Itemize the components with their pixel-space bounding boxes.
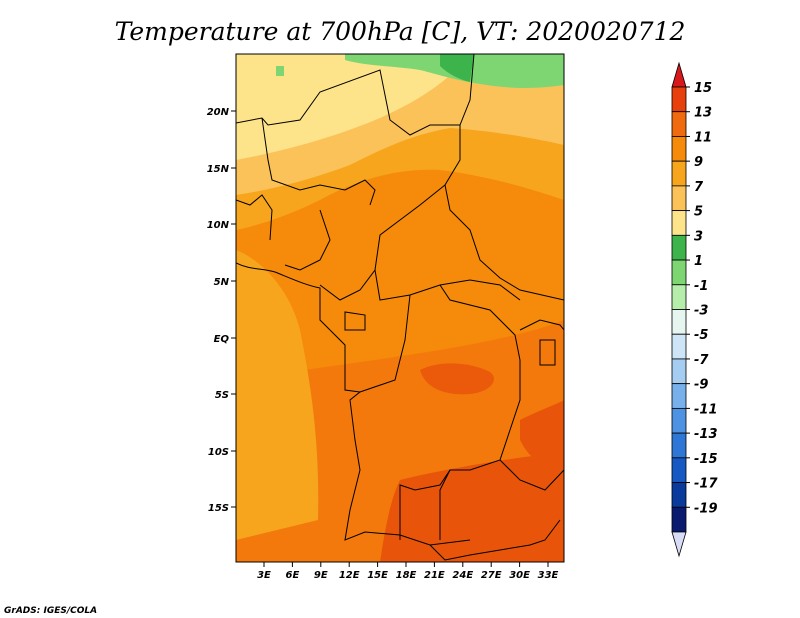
lon-label: 3E	[257, 570, 271, 581]
lat-label: 5N	[214, 277, 230, 288]
colorbar-label: -19	[694, 501, 718, 516]
lon-label: 15E	[367, 570, 388, 581]
colorbar-swatch	[671, 407, 687, 434]
field-3-5	[236, 54, 470, 160]
lon-label: 30E	[509, 570, 530, 581]
lat-label: EQ	[214, 334, 230, 345]
colorbar-label: -15	[694, 452, 718, 467]
colorbar-swatch	[671, 482, 687, 508]
colorbar-swatch	[671, 432, 687, 459]
colorbar-swatch	[671, 234, 687, 261]
colorbar-swatch	[671, 457, 687, 483]
lon-label: 9E	[314, 570, 328, 581]
latitude-axis: 20N 15N 10N 5N EQ 5S 10S 15S	[207, 107, 236, 514]
lon-label: 33E	[538, 570, 559, 581]
map-title: Temperature at 700hPa [C], VT: 202002071…	[115, 17, 686, 46]
colorbar-swatch	[671, 210, 687, 236]
colorbar-label: -13	[694, 427, 718, 442]
colorbar-swatch	[671, 185, 687, 212]
colorbar-label: -11	[694, 402, 718, 417]
colorbar-swatch	[671, 383, 687, 409]
colorbar-label: 11	[694, 130, 712, 145]
credit-text: GrADS: IGES/COLA	[4, 606, 97, 616]
colorbar-swatch	[671, 86, 687, 113]
colorbar-label: -7	[694, 353, 709, 368]
lat-label: 20N	[207, 107, 230, 118]
colorbar-swatch	[671, 111, 687, 137]
lon-label: 12E	[339, 570, 360, 581]
lon-label: 6E	[286, 570, 300, 581]
colorbar-swatch	[671, 136, 687, 162]
colorbar-swatch	[671, 333, 687, 360]
colorbar-label: 3	[694, 229, 703, 244]
lon-label: 27E	[481, 570, 502, 581]
colorbar-bottom-triangle	[671, 531, 687, 558]
field-7-9-coast	[236, 250, 319, 540]
colorbar-swatch	[671, 160, 687, 187]
field-1-3-dark	[440, 54, 474, 82]
country-borders	[236, 54, 564, 561]
colorbar-label: -3	[694, 304, 708, 319]
field-green-spot	[276, 66, 284, 76]
colorbar-label: 13	[694, 106, 712, 121]
map-frame	[235, 53, 565, 563]
lon-label: 21E	[424, 570, 445, 581]
colorbar-swatch	[671, 284, 687, 310]
lat-label: 15S	[208, 503, 229, 514]
colorbar-swatch	[671, 309, 687, 335]
colorbar-label: 9	[694, 155, 703, 170]
colorbar-top-triangle	[671, 61, 687, 88]
map-panel: 20N 15N 10N 5N EQ 5S 10S 15S 3E 6E 9E 12E 15E 18E 21E…	[207, 53, 565, 581]
field-13-patch	[420, 363, 494, 395]
colorbar-swatch	[671, 506, 687, 533]
lon-label: 18E	[396, 570, 417, 581]
colorbar-label: -17	[694, 477, 718, 492]
colorbar-label: 7	[694, 180, 704, 195]
longitude-axis: 3E 6E 9E 12E 15E 18E 21E 24E 27E 30E 33E	[257, 562, 559, 581]
colorbar-label: 5	[694, 205, 703, 220]
lat-label: 5S	[215, 390, 229, 401]
colorbar-swatch	[671, 259, 687, 286]
colorbar-label: -5	[694, 328, 708, 343]
lat-label: 10N	[207, 220, 230, 231]
colorbar-label: 1	[694, 254, 703, 269]
field-13-east	[520, 400, 564, 470]
lon-label: 24E	[452, 570, 473, 581]
colorbar-label: -1	[694, 279, 708, 294]
colorbar-label: 15	[694, 81, 712, 96]
colorbar-label: -9	[694, 378, 708, 393]
colorbar: 15 13 11 9 7 5 3 1 -1 -3 -5 -7 -9 -11 -13 -15 -17 -19	[671, 61, 718, 558]
lat-label: 15N	[207, 164, 230, 175]
lat-label: 10S	[208, 447, 229, 458]
colorbar-swatch	[671, 358, 687, 385]
